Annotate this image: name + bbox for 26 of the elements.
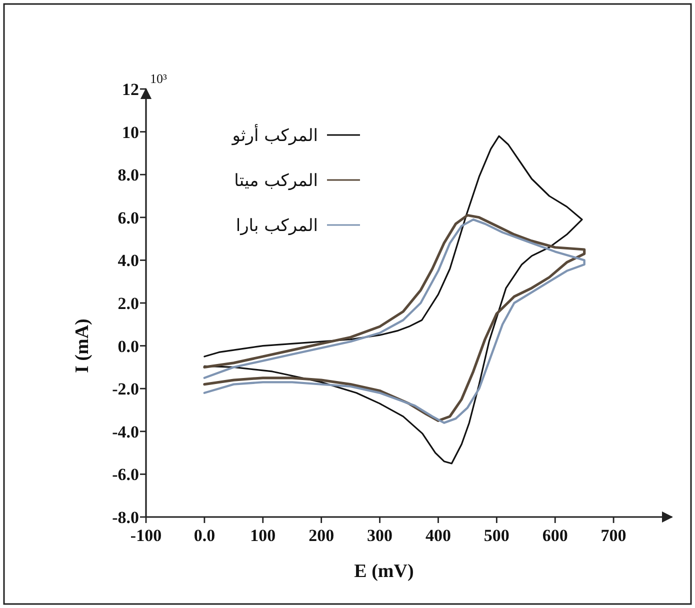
legend-label: المركب بارا: [236, 216, 318, 236]
y-tick-label: 10: [122, 122, 139, 142]
x-tick-label: 700: [600, 526, 626, 545]
y-tick-label: -6.0: [112, 465, 139, 484]
y-tick-label: 6.0: [118, 208, 139, 228]
x-tick-label: 200: [308, 526, 334, 545]
x-tick-label: 400: [425, 526, 451, 545]
y-tick-label: -8.0: [112, 508, 139, 527]
text: 10³: [150, 71, 167, 86]
y-tick-label: -4.0: [112, 422, 139, 442]
y-tick-label: 0.0: [118, 336, 139, 356]
x-axis-title: E (mV): [354, 561, 414, 582]
x-tick-label: 300: [367, 526, 393, 545]
y-tick-label: 8.0: [118, 166, 139, 185]
y-axis-title: I (mA): [72, 318, 93, 373]
x-tick-label: 100: [250, 526, 276, 545]
y-tick-label: -2.0: [112, 380, 139, 399]
x-tick-label: 600: [542, 526, 568, 545]
x-tick-label: -100: [130, 526, 162, 545]
y-tick-label: 4.0: [118, 251, 139, 270]
y-tick-label: 2.0: [118, 294, 139, 313]
y-tick-label: 12: [122, 80, 139, 99]
legend-label: المركب أرثو: [231, 124, 318, 146]
x-tick-label: 0.0: [194, 526, 216, 545]
legend-label: المركب ميتا: [234, 171, 318, 191]
x-tick-label: 500: [484, 526, 510, 545]
